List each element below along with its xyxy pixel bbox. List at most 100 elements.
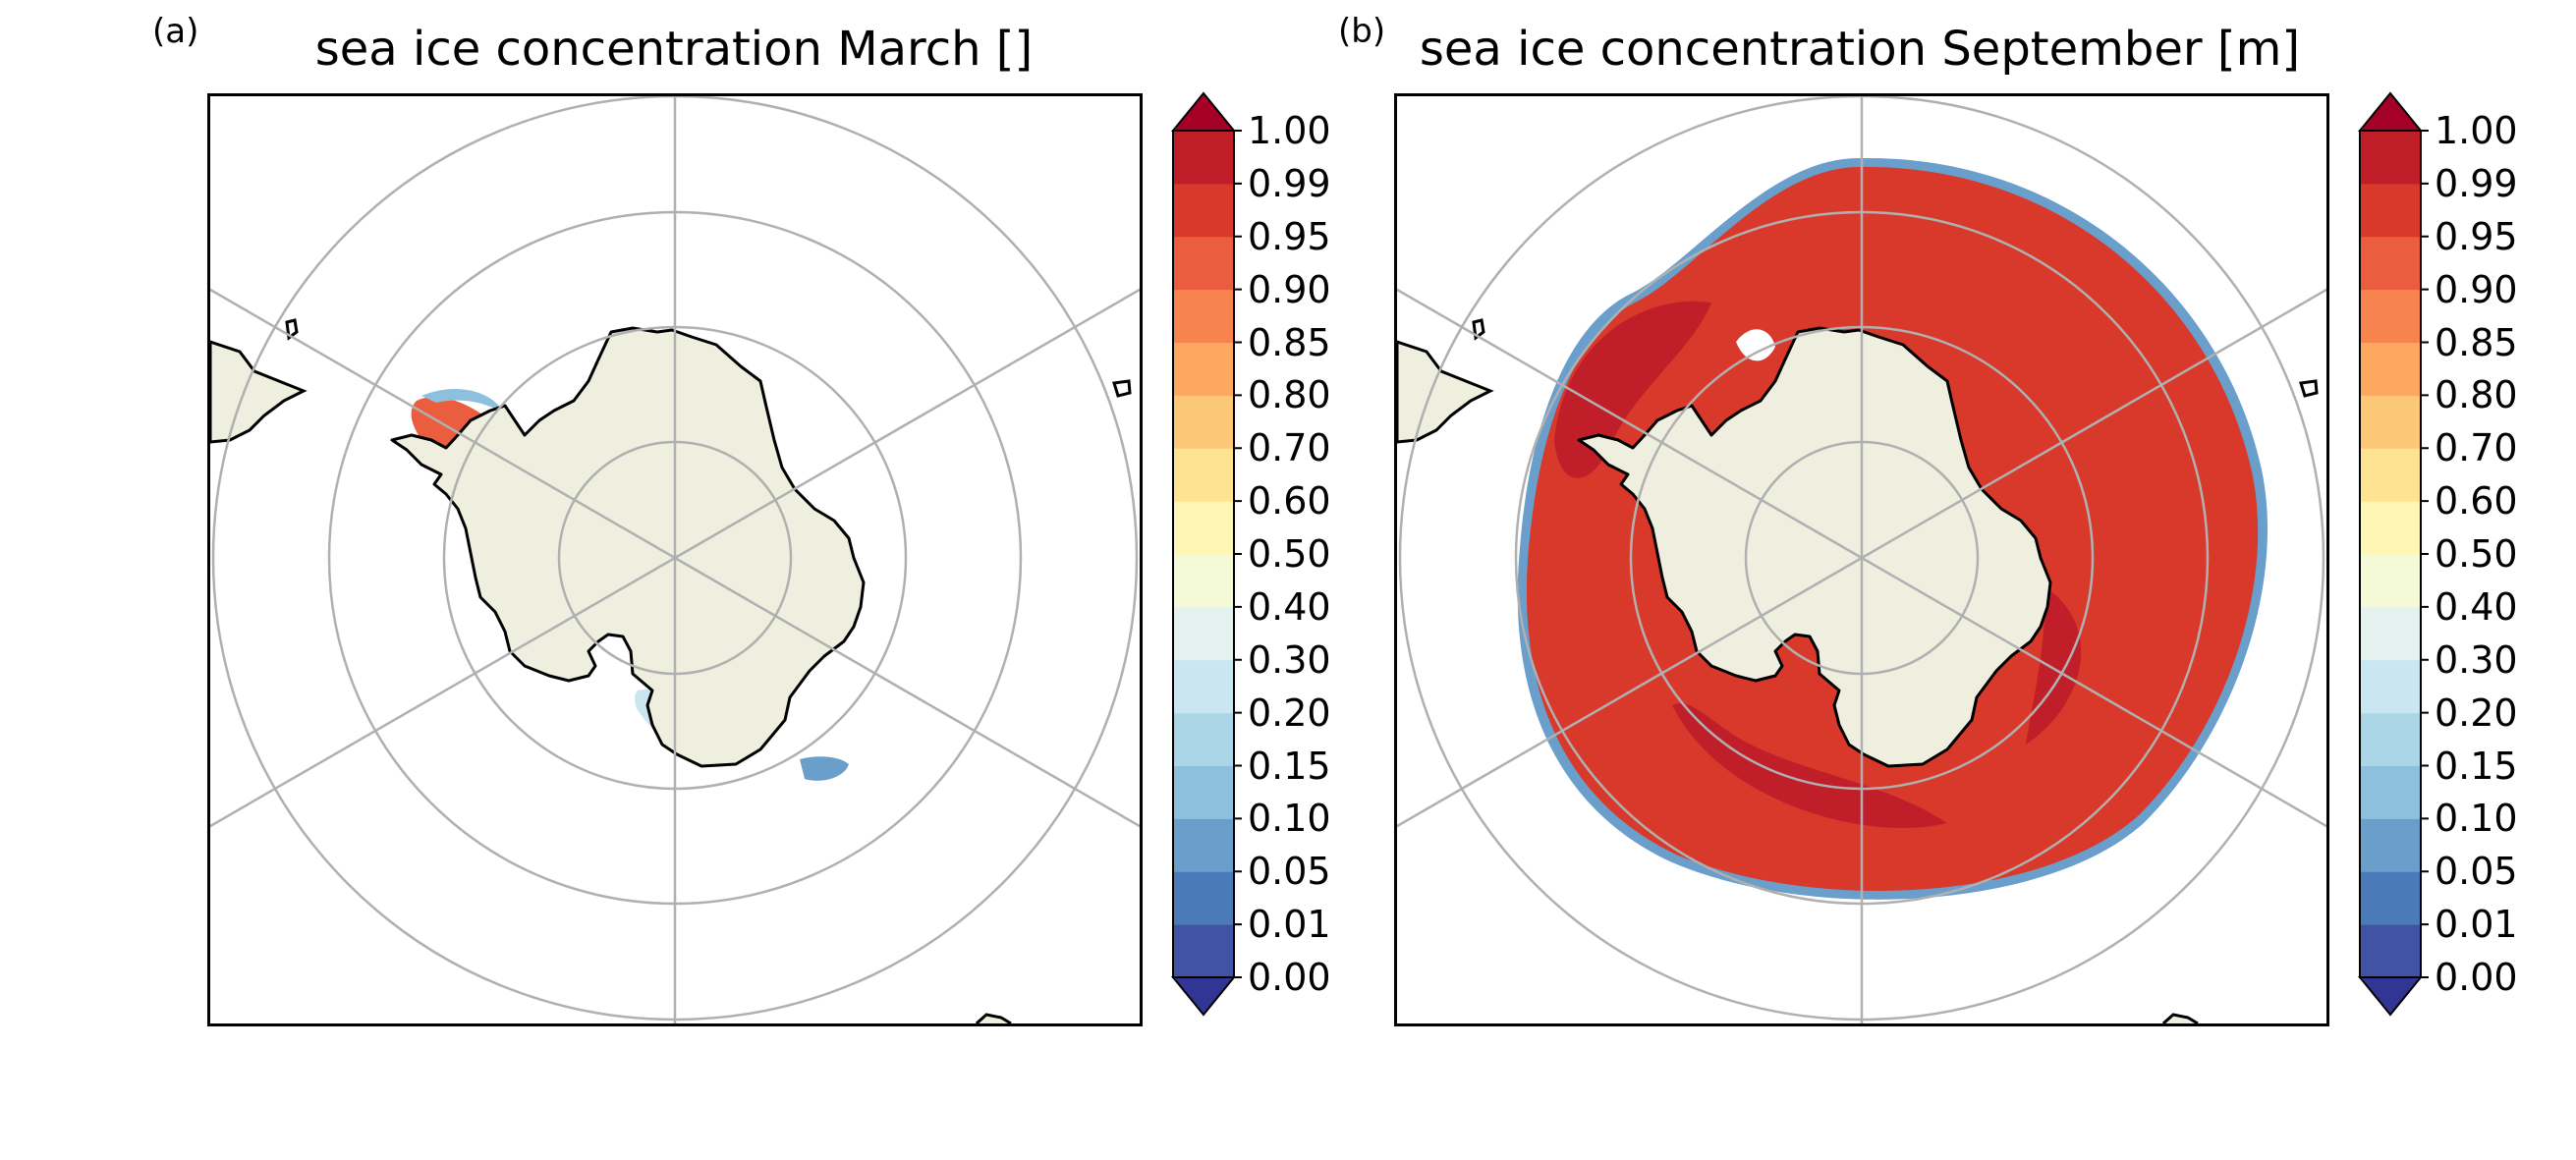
colorbar-tick-label: 0.80 (1248, 373, 1331, 417)
colorbar-bin-10 (1173, 395, 1234, 449)
colorbar-under-triangle (2357, 976, 2424, 1017)
colorbar-bin-3 (1173, 765, 1234, 819)
colorbar-tick-label: 0.00 (2435, 956, 2518, 999)
panel-a-map-svg (210, 96, 1140, 1023)
colorbar-bin-4 (2360, 712, 2421, 766)
colorbar-bin-11 (1173, 342, 1234, 396)
colorbar-tick-label: 0.60 (1248, 479, 1331, 524)
colorbar-tick-label: 0.30 (1248, 637, 1331, 682)
panel-b-colorbar-svg (2357, 91, 2429, 1017)
colorbar-tick-label: 0.50 (1248, 532, 1331, 576)
colorbar-bin-9 (2360, 448, 2421, 502)
colorbar-bin-5 (2360, 659, 2421, 714)
panel-a-letter: (a) (152, 12, 199, 51)
colorbar-bin-1 (2360, 871, 2421, 925)
antarctica-land (1577, 326, 2052, 768)
island-coast (285, 318, 299, 341)
colorbar-bin-7 (2360, 554, 2421, 608)
meridian-line-6 (674, 288, 1140, 560)
panel-b-map (1394, 93, 2329, 1026)
colorbar-tick-label: 0.60 (2435, 479, 2518, 524)
colorbar-tick-label: 0.50 (2435, 532, 2518, 576)
colorbar-tick-label: 0.99 (1248, 161, 1331, 205)
colorbar-tick-label: 0.10 (2435, 797, 2518, 841)
colorbar-tick-label: 1.00 (1248, 109, 1331, 152)
colorbar-bin-8 (1173, 501, 1234, 555)
colorbar-tick-label: 0.15 (1248, 744, 1331, 788)
colorbar-tick-label: 0.70 (1248, 426, 1331, 470)
colorbar-bin-14 (2360, 183, 2421, 238)
australia-coast (2161, 1013, 2199, 1023)
colorbar-bin-15 (2360, 131, 2421, 185)
colorbar-tick-label: 0.70 (2435, 426, 2518, 470)
colorbar-tick-label: 0.90 (2435, 267, 2518, 311)
ice-region-inner-pack-1 (1672, 703, 1947, 828)
meridian-line-5 (674, 556, 1140, 828)
meridian-line-2 (210, 288, 676, 560)
panel-a-title: sea ice concentration March [] (314, 22, 1034, 77)
colorbar-bin-6 (2360, 606, 2421, 661)
island-coast-east (1112, 379, 1132, 398)
panel-a-colorbar (1170, 91, 1242, 1026)
colorbar-tick-label: 0.40 (2435, 584, 2518, 629)
ice-region-inner-pack-2 (1554, 301, 1711, 478)
colorbar-tick-label: 0.80 (2435, 373, 2518, 417)
panel-a-map (207, 93, 1143, 1026)
south-america-land (210, 340, 308, 444)
panel-a-colorbar-svg (1170, 91, 1242, 1017)
ice-region-east-coast (800, 756, 849, 781)
colorbar-bin-13 (1173, 236, 1234, 291)
colorbar-bin-2 (1173, 818, 1234, 872)
colorbar-over-triangle (2357, 91, 2424, 132)
colorbar-bin-4 (1173, 712, 1234, 766)
panel-b-title: sea ice concentration September [m] (1419, 22, 2301, 77)
antarctica-land (390, 326, 866, 768)
meridian-line-2 (1397, 288, 1863, 560)
colorbar-bin-12 (1173, 289, 1234, 343)
island-coast (1472, 318, 1485, 341)
panel-b-colorbar (2357, 91, 2429, 1026)
colorbar-tick-label: 0.95 (2435, 214, 2518, 258)
colorbar-tick-label: 0.05 (1248, 850, 1331, 894)
colorbar-tick-label: 0.00 (1248, 956, 1331, 999)
colorbar-bin-5 (1173, 659, 1234, 714)
colorbar-tick-label: 0.99 (2435, 161, 2518, 205)
meridian-line-3 (210, 556, 676, 828)
colorbar-bin-11 (2360, 342, 2421, 396)
australia-coast (975, 1013, 1012, 1023)
colorbar-bin-2 (2360, 818, 2421, 872)
colorbar-bin-13 (2360, 236, 2421, 291)
colorbar-tick-label: 0.85 (2435, 320, 2518, 364)
colorbar-bin-6 (1173, 606, 1234, 661)
island-coast-east (2299, 379, 2319, 398)
colorbar-tick-label: 1.00 (2435, 109, 2518, 152)
colorbar-bin-14 (1173, 183, 1234, 238)
colorbar-bin-8 (2360, 501, 2421, 555)
colorbar-bin-10 (2360, 395, 2421, 449)
colorbar-bin-12 (2360, 289, 2421, 343)
colorbar-bin-7 (1173, 554, 1234, 608)
south-america-land (1397, 340, 1494, 444)
colorbar-bin-0 (1173, 924, 1234, 978)
meridian-line-3 (1397, 556, 1863, 828)
colorbar-tick-label: 0.90 (1248, 267, 1331, 311)
colorbar-bin-15 (1173, 131, 1234, 185)
colorbar-tick-label: 0.01 (1248, 903, 1331, 947)
colorbar-over-triangle (1170, 91, 1237, 132)
colorbar-bin-0 (2360, 924, 2421, 978)
colorbar-tick-label: 0.95 (1248, 214, 1331, 258)
colorbar-tick-label: 0.85 (1248, 320, 1331, 364)
colorbar-tick-label: 0.40 (1248, 584, 1331, 629)
colorbar-under-triangle (1170, 976, 1237, 1017)
open-water-1 (1736, 329, 1775, 361)
colorbar-tick-label: 0.20 (2435, 690, 2518, 735)
colorbar-tick-label: 0.30 (2435, 637, 2518, 682)
colorbar-bin-9 (1173, 448, 1234, 502)
ice-region-weddell-edge (421, 388, 505, 415)
colorbar-bin-1 (1173, 871, 1234, 925)
colorbar-tick-label: 0.01 (2435, 903, 2518, 947)
colorbar-bin-3 (2360, 765, 2421, 819)
panel-b-letter: (b) (1338, 12, 1386, 51)
panel-b-map-svg (1397, 96, 2326, 1023)
colorbar-tick-label: 0.10 (1248, 797, 1331, 841)
